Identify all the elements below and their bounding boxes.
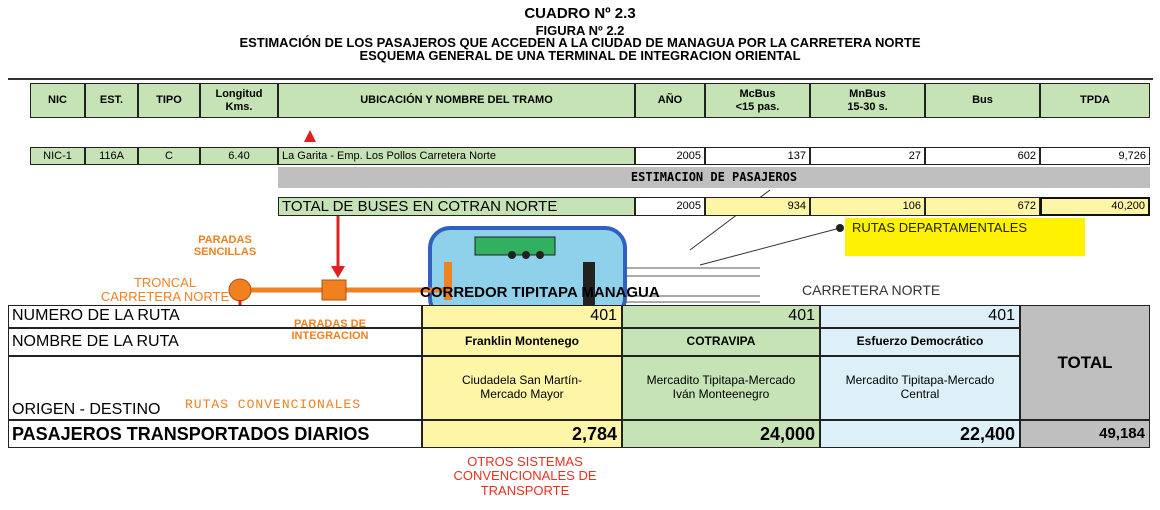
table-cell: 116A	[85, 147, 138, 165]
table-cell: ORIGEN - DESTINO	[8, 356, 422, 420]
table-cell: NOMBRE DE LA RUTA	[8, 328, 422, 356]
table-cell: Mercadito Tipitapa-Mercado Central	[820, 356, 1020, 420]
arrow-up	[304, 130, 316, 142]
label: CARRETERA NORTE	[802, 282, 941, 298]
table-cell: COTRAVIPA	[622, 328, 820, 356]
column-header: NIC	[30, 83, 85, 118]
table-cell: 6.40	[200, 147, 278, 165]
column-header: UBICACIÓN Y NOMBRE DEL TRAMO	[278, 83, 635, 118]
arrow-head	[331, 266, 345, 278]
title: ESTIMACIÓN DE LOS PASAJEROS QUE ACCEDEN …	[239, 35, 921, 50]
table-cell: 672	[925, 197, 1040, 216]
cuadro: CUADRO Nº 2.3	[524, 5, 636, 22]
label: RUTAS DEPARTAMENTALES	[852, 220, 1028, 235]
label: PARADAS DE INTEGRACION	[291, 318, 369, 343]
figura: FIGURA Nº 2.2	[535, 23, 625, 38]
label: CORREDOR TIPITAPA MANAGUA	[420, 284, 660, 301]
table-cell: TOTAL DE BUSES EN COTRAN NORTE	[278, 197, 635, 216]
table-cell: 24,000	[622, 420, 820, 448]
table-cell: 401	[422, 305, 622, 328]
column-header: EST.	[85, 83, 138, 118]
section-header: ESTIMACION DE PASAJEROS	[278, 167, 1150, 188]
label: RUTAS CONVENCIONALES	[185, 397, 362, 412]
table-cell: 2005	[635, 197, 705, 216]
table-cell: Ciudadela San Martín- Mercado Mayor	[422, 356, 622, 420]
table-cell: 27	[810, 147, 925, 165]
table-cell: Esfuerzo Democrático	[820, 328, 1020, 356]
column-header: MnBus 15-30 s.	[810, 83, 925, 118]
table-cell: Mercadito Tipitapa-Mercado Iván Monteene…	[622, 356, 820, 420]
label: PARADAS SENCILLAS	[193, 234, 257, 259]
table-cell: 401	[622, 305, 820, 328]
parada	[228, 278, 252, 302]
rule	[8, 78, 1153, 80]
table-cell: 401	[820, 305, 1020, 328]
column-header: TPDA	[1040, 83, 1150, 118]
table-cell: 106	[810, 197, 925, 216]
table-cell: La Garita - Emp. Los Pollos Carretera No…	[278, 147, 635, 165]
table-cell: PASAJEROS TRANSPORTADOS DIARIOS	[8, 420, 422, 448]
column-header: Longitud Kms.	[200, 83, 278, 118]
table-cell: 137	[705, 147, 810, 165]
highlight	[845, 218, 1085, 256]
table-cell: 9,726	[1040, 147, 1150, 165]
column-header: Bus	[925, 83, 1040, 118]
table-cell: 934	[705, 197, 810, 216]
label: TRONCAL CARRETERA NORTE	[100, 275, 230, 305]
bus-bay	[583, 262, 595, 307]
parada-integracion	[321, 279, 347, 301]
table-cell: NUMERO DE LA RUTA	[8, 305, 422, 328]
column-header: TIPO	[138, 83, 200, 118]
column-header: McBus <15 pas.	[705, 83, 810, 118]
column-header: AÑO	[635, 83, 705, 118]
table-cell: 602	[925, 147, 1040, 165]
subtitle: ESQUEMA GENERAL DE UNA TERMINAL DE INTEG…	[359, 48, 801, 63]
total-header: TOTAL	[1020, 305, 1150, 420]
table-cell: 2005	[635, 147, 705, 165]
table-cell: NIC-1	[30, 147, 85, 165]
table-cell: 40,200	[1040, 197, 1150, 216]
table-cell: Franklin Montenego	[422, 328, 622, 356]
table-cell: 2,784	[422, 420, 622, 448]
table-cell: 49,184	[1020, 420, 1150, 448]
label: OTROS SISTEMAS CONVENCIONALES DE TRANSPO…	[453, 454, 597, 498]
platform	[474, 236, 556, 256]
table-cell: C	[138, 147, 200, 165]
table-cell: 22,400	[820, 420, 1020, 448]
